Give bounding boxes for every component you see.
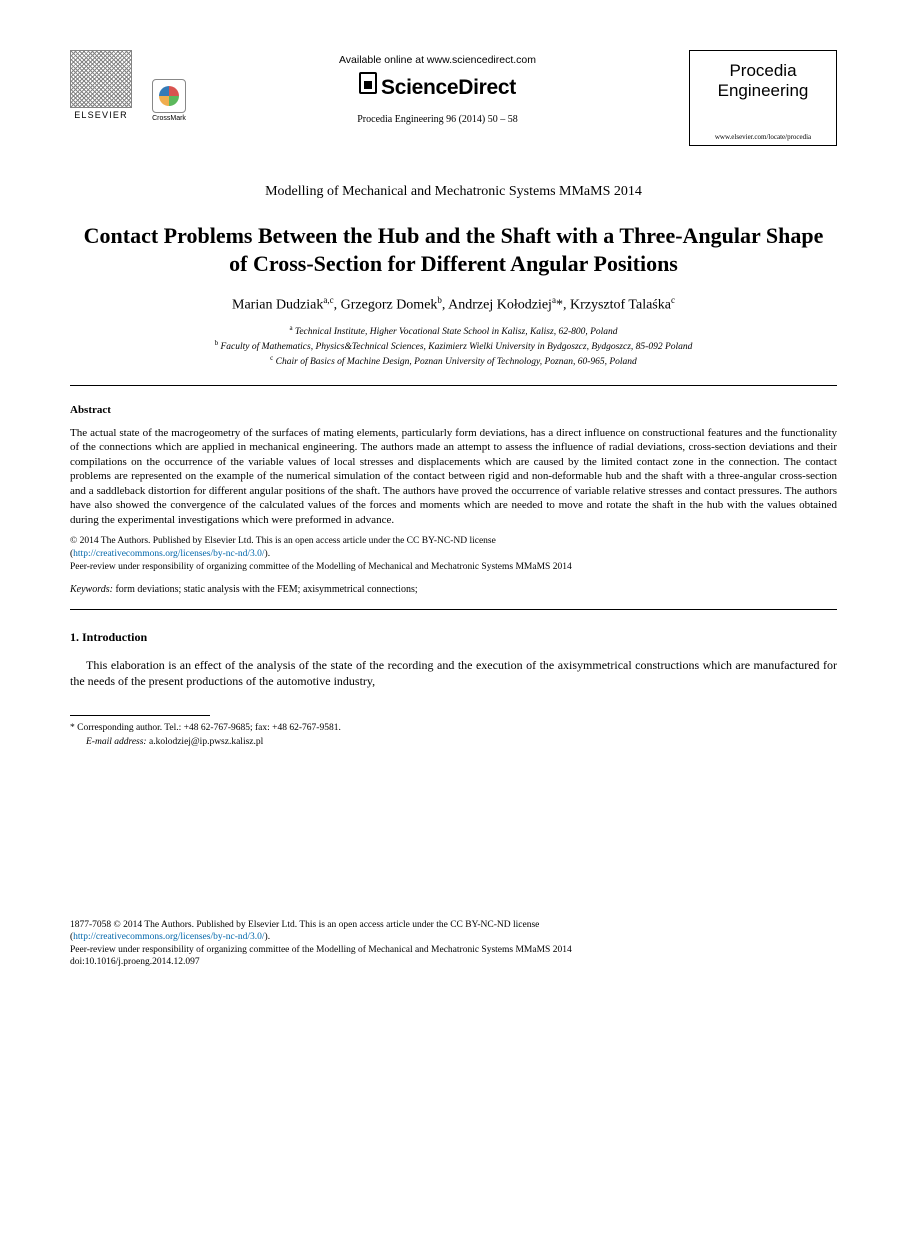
keywords-line: Keywords: form deviations; static analys…	[70, 584, 837, 595]
affil-a: a Technical Institute, Higher Vocational…	[70, 324, 837, 339]
conference-line: Modelling of Mechanical and Mechatronic …	[70, 184, 837, 200]
footer-peer-line: Peer-review under responsibility of orga…	[70, 945, 572, 955]
email-label: E-mail address:	[86, 737, 147, 747]
journal-line2: Engineering	[718, 81, 809, 100]
rule-bottom	[70, 609, 837, 610]
journal-url: www.elsevier.com/locate/procedia	[694, 133, 832, 141]
header-center: Available online at www.sciencedirect.co…	[186, 50, 689, 125]
peer-review-line: Peer-review under responsibility of orga…	[70, 562, 837, 572]
article-title: Contact Problems Between the Hub and the…	[70, 222, 837, 277]
journal-name: Procedia Engineering	[694, 61, 832, 100]
page-header: ELSEVIER CrossMark Available online at w…	[70, 50, 837, 146]
journal-box: Procedia Engineering www.elsevier.com/lo…	[689, 50, 837, 146]
crossmark-icon	[152, 79, 186, 113]
sciencedirect-text: ScienceDirect	[381, 76, 516, 100]
affil-c-text: Chair of Basics of Machine Design, Pozna…	[276, 357, 637, 367]
abstract-heading: Abstract	[70, 404, 837, 416]
rule-top	[70, 385, 837, 386]
journal-line1: Procedia	[729, 61, 796, 80]
elsevier-tree-icon	[70, 50, 132, 108]
left-logo-group: ELSEVIER CrossMark	[70, 50, 186, 122]
copyright-line1: © 2014 The Authors. Published by Elsevie…	[70, 536, 496, 546]
authors-line: Marian Dudziaka,c, Grzegorz Domekb, Andr…	[70, 295, 837, 314]
affil-a-text: Technical Institute, Higher Vocational S…	[295, 327, 618, 337]
keywords-label: Keywords:	[70, 584, 113, 595]
section-1-heading: 1. Introduction	[70, 630, 837, 645]
corresponding-line: * Corresponding author. Tel.: +48 62-767…	[70, 722, 837, 735]
sciencedirect-logo: ScienceDirect	[359, 72, 516, 100]
affil-c: c Chair of Basics of Machine Design, Poz…	[70, 354, 837, 369]
elsevier-logo: ELSEVIER	[70, 50, 132, 122]
license-link[interactable]: http://creativecommons.org/licenses/by-n…	[73, 549, 264, 559]
corresponding-author-footnote: * Corresponding author. Tel.: +48 62-767…	[70, 722, 837, 749]
email-value: a.kolodziej@ip.pwsz.kalisz.pl	[147, 737, 264, 747]
footnote-separator	[70, 715, 210, 716]
copyright-block: © 2014 The Authors. Published by Elsevie…	[70, 535, 837, 560]
keywords-text: form deviations; static analysis with th…	[113, 584, 418, 595]
footer-issn-line: 1877-7058 © 2014 The Authors. Published …	[70, 920, 539, 930]
affil-b: b Faculty of Mathematics, Physics&Techni…	[70, 339, 837, 354]
footer-license-link[interactable]: http://creativecommons.org/licenses/by-n…	[73, 932, 264, 942]
intro-paragraph: This elaboration is an effect of the ana…	[70, 657, 837, 689]
available-online-text: Available online at www.sciencedirect.co…	[186, 54, 689, 66]
elsevier-label: ELSEVIER	[70, 110, 132, 120]
corresponding-email-line: E-mail address: a.kolodziej@ip.pwsz.kali…	[70, 736, 837, 749]
citation-line: Procedia Engineering 96 (2014) 50 – 58	[186, 114, 689, 125]
crossmark-badge[interactable]: CrossMark	[152, 79, 186, 122]
abstract-text: The actual state of the macrogeometry of…	[70, 426, 837, 528]
page-footer: 1877-7058 © 2014 The Authors. Published …	[70, 919, 837, 968]
sciencedirect-mark-icon	[359, 72, 377, 94]
crossmark-label: CrossMark	[152, 115, 186, 122]
affiliations: a Technical Institute, Higher Vocational…	[70, 324, 837, 369]
footer-doi: doi:10.1016/j.proeng.2014.12.097	[70, 957, 200, 967]
affil-b-text: Faculty of Mathematics, Physics&Technica…	[220, 342, 692, 352]
